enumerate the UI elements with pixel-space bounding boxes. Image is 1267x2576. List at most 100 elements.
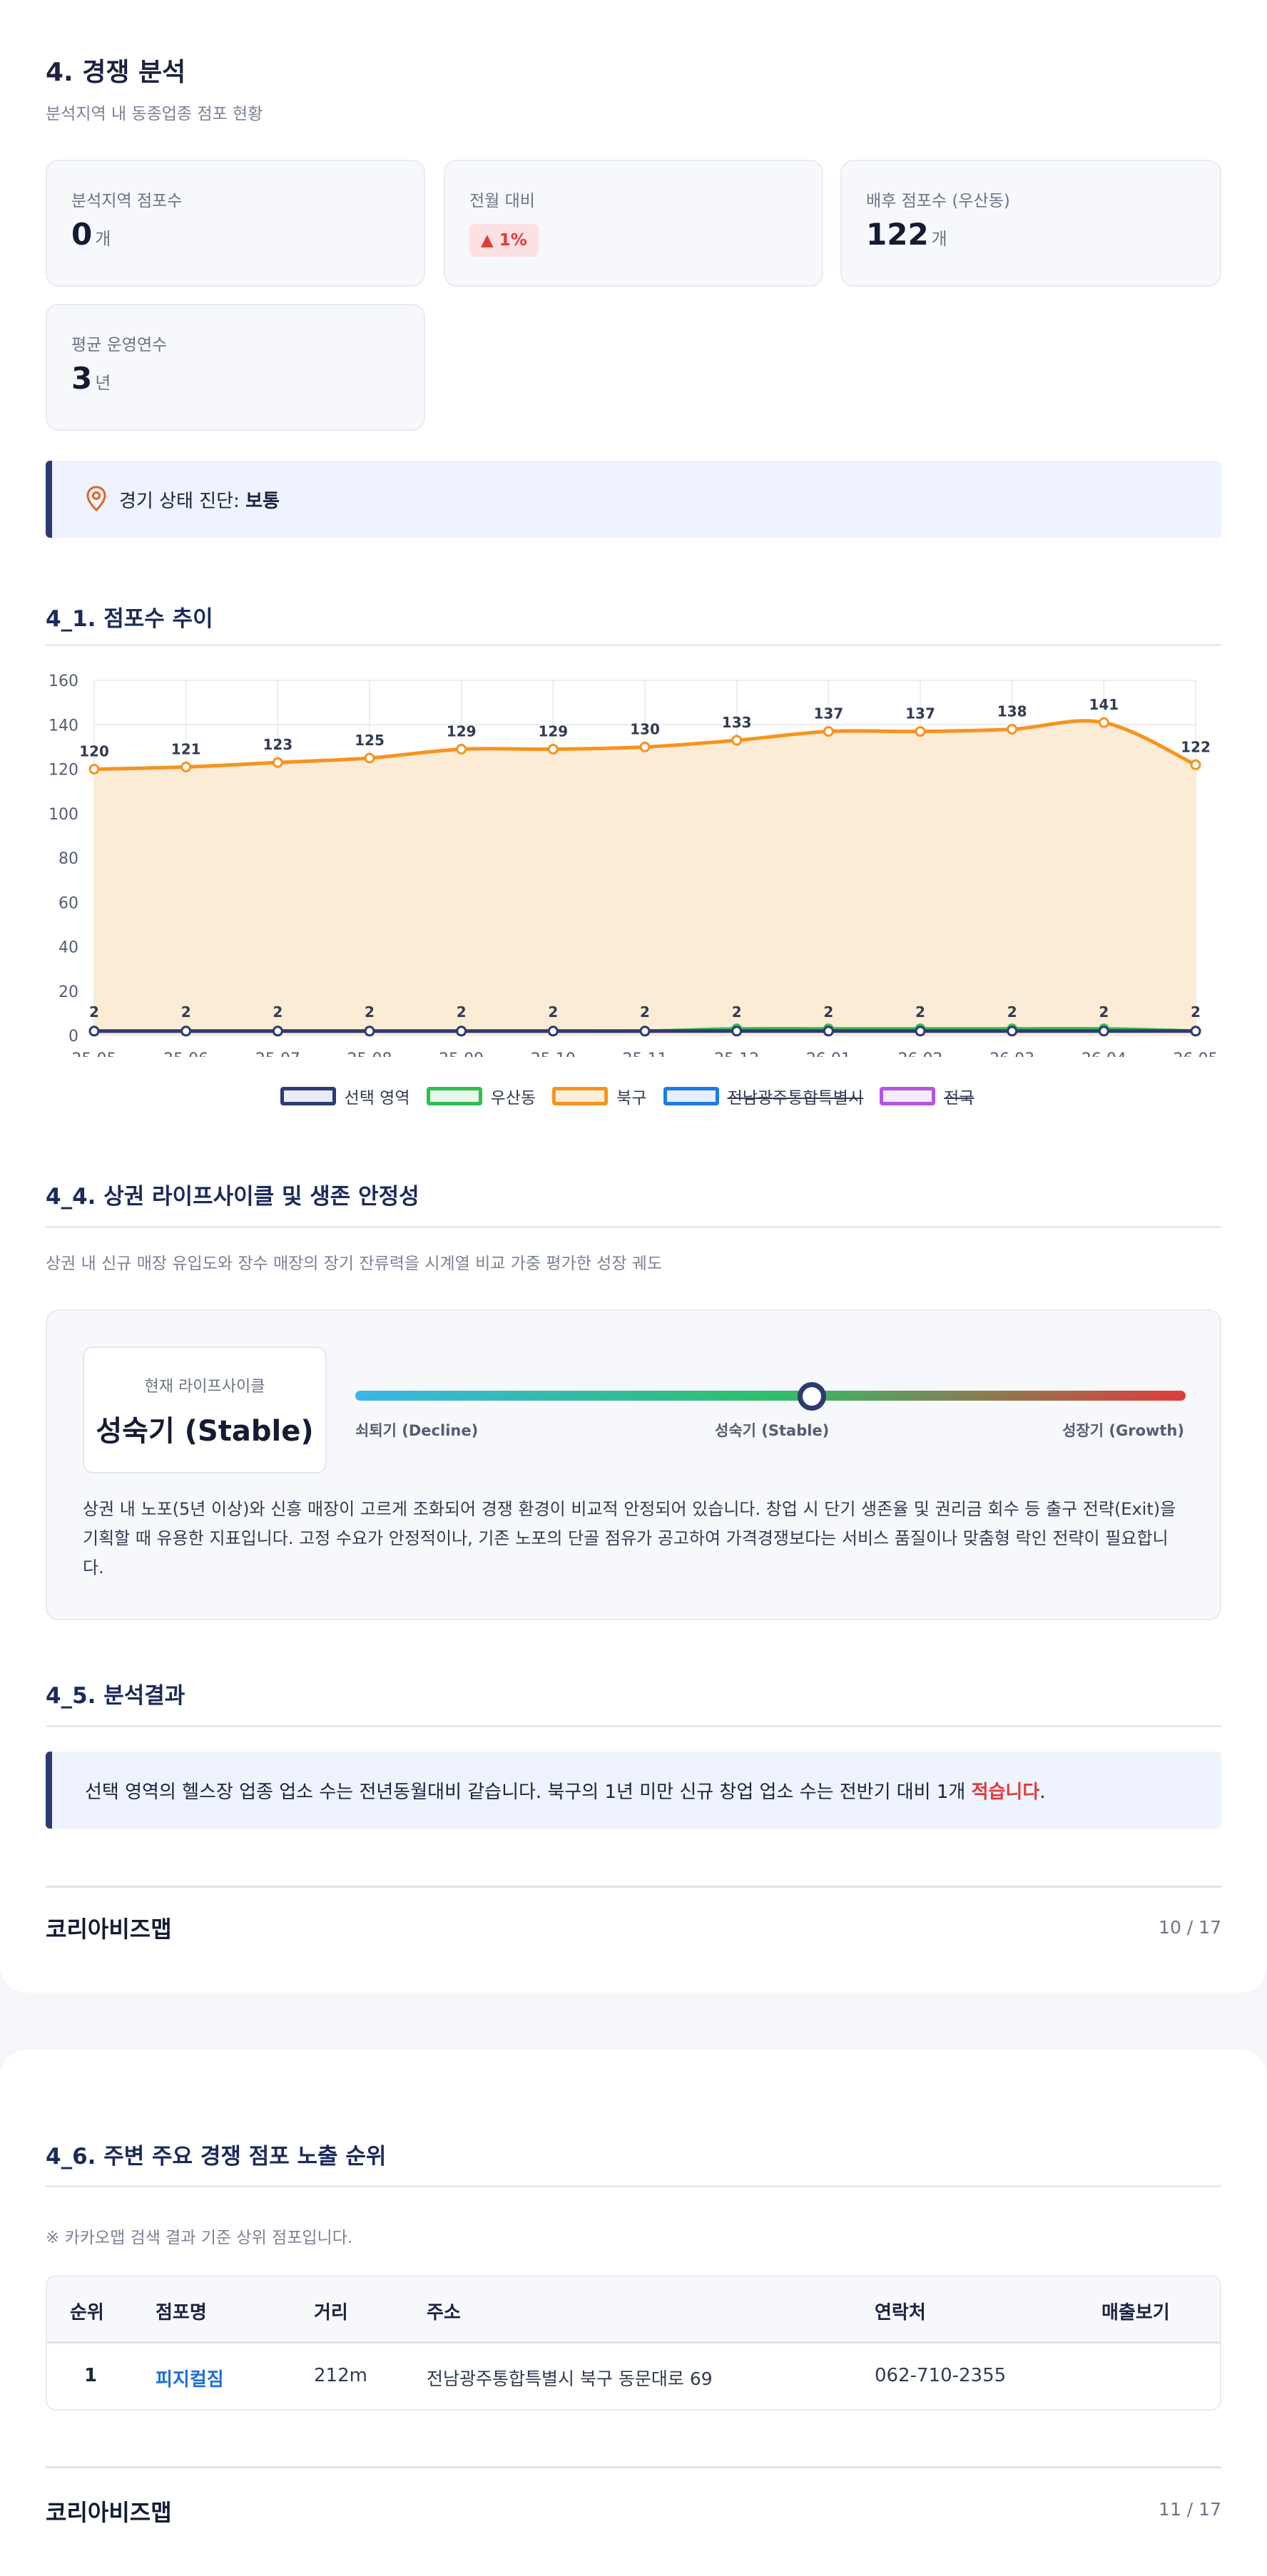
- result-callout: 선택 영역의 헬스장 업종 업소 수는 전년동월대비 같습니다. 북구의 1년 …: [46, 1752, 1221, 1829]
- ranking-note: ※ 카카오맵 검색 결과 기준 상위 점포입니다.: [46, 2229, 353, 2247]
- data-point: [272, 757, 283, 768]
- data-point: [180, 1026, 192, 1037]
- data-label-top: 123: [263, 736, 292, 753]
- data-label-bottom: 2: [1007, 1003, 1017, 1021]
- store-name-link[interactable]: 피지컬짐: [156, 2369, 224, 2391]
- triangle-up-icon: ▲: [481, 231, 494, 250]
- data-label-bottom: 2: [181, 1003, 191, 1021]
- stat-label: 전월 대비: [469, 192, 535, 210]
- current-lifecycle-label: 현재 라이프사이클: [144, 1378, 265, 1396]
- phone-cell: 062-710-2355: [875, 2365, 1007, 2386]
- data-label-top: 122: [1181, 738, 1211, 755]
- column-header: 매출보기: [1101, 2302, 1170, 2324]
- stat-label: 분석지역 점포수: [71, 192, 183, 210]
- data-point: [823, 1026, 834, 1037]
- data-label-top: 137: [905, 705, 935, 722]
- chart-section-title: 4_1. 점포수 추이: [46, 606, 213, 632]
- data-point: [1007, 723, 1018, 735]
- footer-divider: [46, 2466, 1221, 2468]
- data-point: [364, 1026, 375, 1037]
- legend-item-national[interactable]: 전국: [880, 1084, 974, 1108]
- stat-value: 122 개: [866, 217, 947, 252]
- area-fill-2: [94, 720, 1196, 1036]
- data-label-top: 129: [447, 722, 477, 740]
- data-label-bottom: 2: [273, 1003, 283, 1021]
- data-label-top: 120: [79, 743, 109, 760]
- divider: [46, 2185, 1221, 2187]
- data-point: [915, 726, 926, 737]
- report-page-11: 4_6. 주변 주요 경쟁 점포 노출 순위 ※ 카카오맵 검색 결과 기준 상…: [0, 2050, 1267, 2576]
- address-cell: 전남광주통합특별시 북구 동문대로 69: [427, 2368, 713, 2389]
- lifecycle-subtitle: 상권 내 신규 매장 유입도와 장수 매장의 장기 잔류력을 시계열 비교 가중…: [46, 1254, 663, 1273]
- x-tick-label: 25.12: [714, 1051, 759, 1057]
- y-tick-label: 40: [58, 939, 78, 957]
- legend-swatch: [280, 1087, 336, 1105]
- gauge-label-decline: 쇠퇴기 (Decline): [355, 1422, 479, 1439]
- gauge-label-growth: 성장기 (Growth): [1062, 1422, 1184, 1439]
- page-number: 11 / 17: [1159, 2499, 1221, 2520]
- x-tick-label: 26.01: [806, 1051, 851, 1057]
- column-header: 순위: [70, 2302, 104, 2324]
- y-tick-label: 120: [49, 762, 78, 780]
- data-label-top: 138: [997, 702, 1027, 720]
- data-point: [180, 761, 192, 772]
- data-point: [456, 743, 467, 755]
- divider: [46, 1725, 1221, 1727]
- footer-divider: [46, 1886, 1221, 1888]
- footer-brand: 코리아비즈맵: [46, 2499, 172, 2526]
- column-header: 연락처: [875, 2302, 926, 2324]
- legend-swatch: [663, 1087, 719, 1105]
- y-tick-label: 0: [68, 1028, 78, 1046]
- rank-cell: 1: [84, 2365, 98, 2386]
- data-label-top: 137: [813, 705, 843, 722]
- legend-item-bukgu[interactable]: 북구: [552, 1084, 646, 1108]
- legend-item-selected[interactable]: 선택 영역: [280, 1084, 409, 1108]
- ranking-table: 순위 점포명 거리 주소 연락처 매출보기 1 피지컬짐 212m 전남광주통합…: [46, 2275, 1221, 2411]
- data-label-bottom: 2: [823, 1003, 833, 1021]
- data-label-bottom: 2: [457, 1003, 467, 1021]
- legend-swatch: [552, 1087, 609, 1105]
- table-header: 순위 점포명 거리 주소 연락처 매출보기: [47, 2276, 1220, 2344]
- lifecycle-marker: [798, 1382, 827, 1411]
- data-point: [731, 1026, 743, 1037]
- legend-item-usan[interactable]: 우산동: [426, 1084, 536, 1108]
- legend-item-region[interactable]: 전남광주통합특별시: [663, 1084, 863, 1108]
- stat-label: 평균 운영연수: [71, 336, 168, 354]
- y-tick-label: 140: [49, 717, 78, 735]
- legend-swatch: [880, 1087, 936, 1105]
- location-pin-icon: [86, 486, 106, 512]
- data-point: [915, 1026, 926, 1037]
- data-label-bottom: 2: [1099, 1003, 1109, 1021]
- store-count-chart: 02040608010012014016025.0525.0625.0725.0…: [49, 673, 1218, 1057]
- data-label-bottom: 2: [1191, 1003, 1201, 1021]
- data-label-bottom: 2: [89, 1003, 99, 1021]
- lifecycle-card: 현재 라이프사이클 성숙기 (Stable) 쇠퇴기 (Decline) 성숙기…: [46, 1309, 1221, 1620]
- legend-swatch: [426, 1087, 482, 1105]
- result-text: 선택 영역의 헬스장 업종 업소 수는 전년동월대비 같습니다. 북구의 1년 …: [85, 1782, 1046, 1803]
- lifecycle-section-title: 4_4. 상권 라이프사이클 및 생존 안정성: [46, 1184, 419, 1210]
- data-label-top: 141: [1089, 696, 1119, 713]
- gauge-label-stable: 성숙기 (Stable): [715, 1422, 830, 1439]
- data-point: [1007, 1026, 1018, 1037]
- y-tick-label: 60: [58, 894, 78, 912]
- data-label-bottom: 2: [365, 1003, 375, 1021]
- current-lifecycle-box: 현재 라이프사이클 성숙기 (Stable): [83, 1346, 327, 1473]
- data-label-top: 125: [355, 732, 385, 749]
- data-label-top: 121: [171, 740, 201, 757]
- data-label-top: 133: [722, 714, 752, 731]
- divider: [46, 1226, 1221, 1228]
- x-tick-label: 26.05: [1174, 1051, 1218, 1057]
- lifecycle-description: 상권 내 노포(5년 이상)와 신흥 매장이 고르게 조화되어 경쟁 환경이 비…: [83, 1499, 1176, 1578]
- ranking-section-title: 4_6. 주변 주요 경쟁 점포 노출 순위: [46, 2144, 387, 2169]
- x-tick-label: 26.04: [1082, 1051, 1126, 1057]
- data-label-bottom: 2: [915, 1003, 925, 1021]
- x-tick-label: 25.11: [623, 1051, 668, 1057]
- data-point: [639, 741, 651, 752]
- x-tick-label: 25.09: [439, 1051, 484, 1057]
- chart-legend: 선택 영역 우산동 북구 전남광주통합특별시 전국: [0, 1084, 1267, 1108]
- x-tick-label: 26.02: [898, 1051, 943, 1057]
- data-point: [823, 726, 834, 737]
